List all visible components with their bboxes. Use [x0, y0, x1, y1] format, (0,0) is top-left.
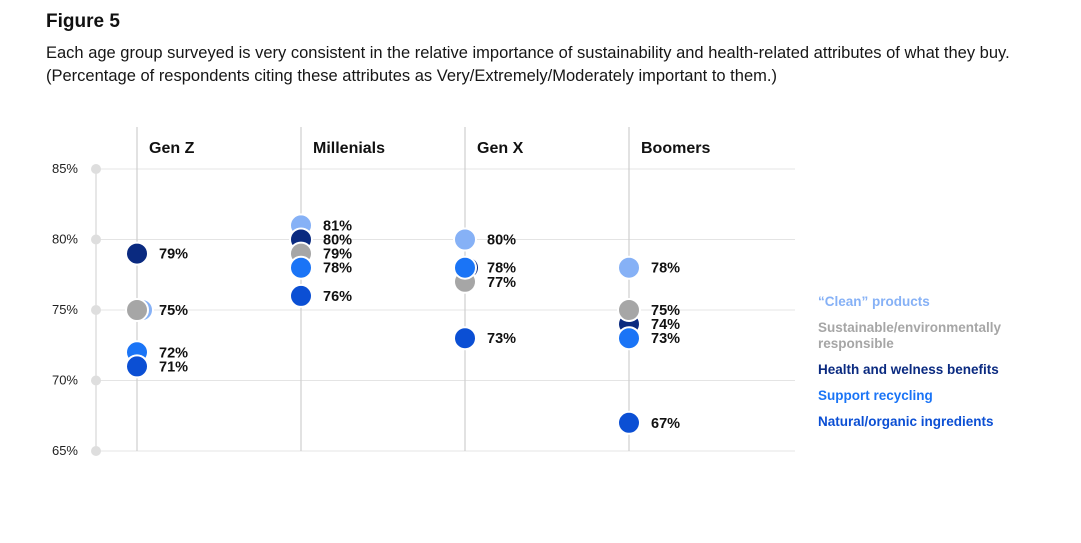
legend-natural-label: Natural/organic ingredients: [818, 414, 994, 429]
y-tick-label: 75%: [52, 302, 78, 317]
data-label: 80%: [487, 233, 516, 249]
data-label: 80%: [323, 233, 352, 249]
data-label: 79%: [159, 247, 188, 263]
data-label: 73%: [487, 331, 516, 347]
data-label: 67%: [651, 416, 680, 432]
y-axis-dot: [91, 305, 101, 315]
legend-sustainable-label: Sustainable/environmentally responsible: [818, 320, 1002, 351]
group-header: Millenials: [313, 140, 385, 157]
point-clean: [453, 227, 477, 252]
point-recycling: [617, 326, 641, 351]
data-label: 75%: [159, 303, 188, 319]
point-sustainable: [617, 298, 641, 322]
data-label: 78%: [323, 261, 352, 277]
legend-clean-label: “Clean” products: [818, 294, 930, 309]
y-tick-label: 85%: [52, 161, 78, 176]
y-axis-dot: [91, 375, 101, 386]
point-health: [125, 241, 149, 266]
point-sustainable: [125, 298, 149, 322]
point-natural: [289, 283, 313, 308]
y-tick-label: 80%: [52, 232, 78, 247]
point-natural: [125, 354, 149, 379]
data-label: 77%: [487, 275, 516, 291]
figure-caption: Each age group surveyed is very consiste…: [46, 44, 1010, 85]
data-label: 78%: [487, 261, 516, 277]
legend-clean: “Clean” products: [818, 294, 930, 310]
group-header: Gen X: [477, 140, 524, 157]
data-label: 79%: [323, 247, 352, 263]
point-natural: [617, 410, 641, 435]
point-recycling: [289, 255, 313, 280]
y-tick-label: 65%: [52, 443, 78, 458]
figure-label: Figure 5: [46, 11, 120, 32]
group-header: Boomers: [641, 140, 710, 157]
data-label: 73%: [651, 331, 680, 347]
point-recycling: [453, 255, 477, 280]
data-label: 81%: [323, 218, 352, 234]
point-clean: [617, 255, 641, 280]
y-axis-dot: [91, 234, 101, 245]
data-label: 75%: [651, 303, 680, 319]
legend-sustainable: Sustainable/environmentally responsible: [818, 320, 1018, 352]
legend-recycling: Support recycling: [818, 388, 933, 404]
data-label: 76%: [323, 289, 352, 305]
legend-natural: Natural/organic ingredients: [818, 414, 994, 430]
y-tick-label: 70%: [52, 373, 78, 388]
legend-recycling-label: Support recycling: [818, 388, 933, 403]
y-axis-dot: [91, 164, 101, 174]
data-label: 74%: [651, 317, 680, 333]
data-label: 72%: [159, 345, 188, 361]
data-label: 71%: [159, 359, 188, 375]
legend-health-label: Health and welness benefits: [818, 362, 999, 377]
point-natural: [453, 326, 477, 351]
group-header: Gen Z: [149, 140, 195, 157]
data-label: 78%: [651, 261, 680, 277]
legend-health: Health and welness benefits: [818, 362, 999, 378]
y-axis-dot: [91, 446, 101, 456]
